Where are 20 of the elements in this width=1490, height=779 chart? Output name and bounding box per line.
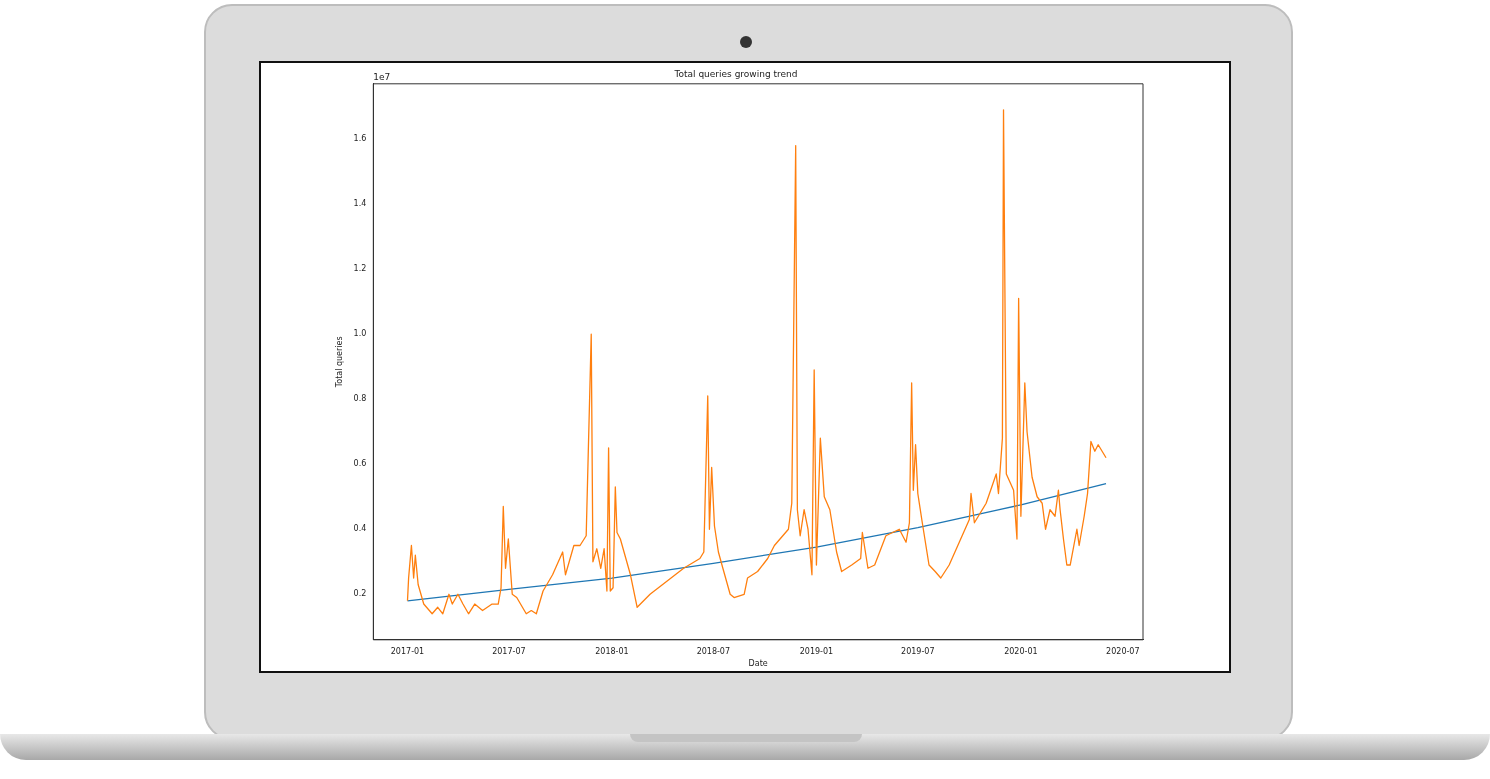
- y-tick-label: 1.2: [353, 264, 367, 274]
- text: 1e7: [373, 71, 391, 82]
- chart-title: Total queries growing trend: [673, 68, 798, 79]
- x-axis-title: Date: [748, 659, 768, 669]
- x-tick-label: 2017-07: [492, 646, 526, 656]
- x-tick-label: 2020-01: [1004, 646, 1038, 656]
- y-tick-label: 1.6: [353, 134, 367, 144]
- x-tick-label: 2017-01: [390, 646, 425, 656]
- y-tick-label: 1.4: [353, 199, 367, 209]
- x-tick-label: 2018-07: [696, 646, 731, 656]
- y-tick-label: 0.8: [353, 394, 367, 404]
- y-tick-label: 0.4: [353, 524, 367, 534]
- x-tick-label: 2018-01: [595, 646, 629, 656]
- x-tick-label: 2019-07: [901, 646, 935, 656]
- y-tick-label: 0.6: [353, 459, 367, 469]
- x-tick-label: 2019-01: [799, 646, 834, 656]
- y-tick-label: 0.2: [353, 589, 367, 599]
- y-tick-label: 1.0: [353, 329, 367, 339]
- y-axis-title: Total queries: [334, 336, 344, 389]
- x-tick-label: 2020-07: [1106, 646, 1140, 656]
